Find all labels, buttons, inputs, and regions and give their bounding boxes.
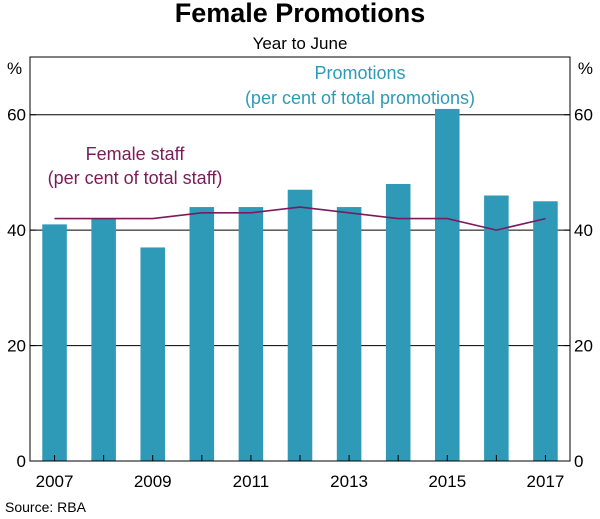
x-tick-label-2011: 2011 bbox=[233, 472, 270, 491]
y-tick-label-right: 20 bbox=[574, 337, 593, 356]
female-staff-line bbox=[54, 206, 546, 231]
female-staff-annotation-line1: Female staff bbox=[86, 144, 186, 164]
y-axis-ticks: 0 0 20 20 40 40 60 60 bbox=[7, 106, 593, 471]
female-staff-annotation-line2: (per cent of total staff) bbox=[48, 168, 223, 188]
x-tick-label-2009: 2009 bbox=[134, 472, 172, 491]
y-tick-label-left: 20 bbox=[7, 337, 26, 356]
y-tick-label-right: 0 bbox=[574, 452, 583, 471]
x-tick-label-2007: 2007 bbox=[36, 472, 74, 491]
y-tick-label-right: 60 bbox=[574, 106, 593, 125]
right-unit-label: % bbox=[578, 59, 593, 78]
promotions-annotation-line1: Promotions bbox=[314, 63, 405, 83]
left-unit-label: % bbox=[7, 59, 22, 78]
bar-2015 bbox=[435, 108, 460, 461]
chart-title: Female Promotions bbox=[175, 0, 426, 28]
bar-2011 bbox=[238, 207, 264, 461]
y-tick-label-left: 60 bbox=[7, 106, 26, 125]
bar-2012 bbox=[287, 189, 313, 461]
y-tick-label-left: 40 bbox=[7, 221, 26, 240]
female-staff-line-group bbox=[54, 206, 546, 231]
bar-2013 bbox=[336, 207, 362, 461]
y-tick-label-right: 40 bbox=[574, 221, 593, 240]
bar-2008 bbox=[91, 218, 116, 461]
promotions-bars bbox=[42, 108, 558, 462]
chart-subtitle: Year to June bbox=[253, 34, 348, 53]
bar-2009 bbox=[140, 247, 165, 461]
y-tick-label-left: 0 bbox=[17, 452, 26, 471]
x-tick-label-2013: 2013 bbox=[330, 472, 368, 491]
x-tick-label-2015: 2015 bbox=[428, 472, 466, 491]
source-note: Source: RBA bbox=[5, 499, 87, 515]
bar-2014 bbox=[385, 183, 411, 461]
bar-2017 bbox=[533, 201, 558, 462]
x-tick-label-2017: 2017 bbox=[527, 472, 565, 491]
x-axis-ticks: 2007 2009 2011 2013 2015 2017 bbox=[36, 455, 565, 491]
bar-2007 bbox=[42, 224, 67, 461]
bar-2016 bbox=[484, 195, 509, 461]
promotions-annotation-line2: (per cent of total promotions) bbox=[245, 88, 475, 108]
bar-2010 bbox=[189, 207, 215, 461]
